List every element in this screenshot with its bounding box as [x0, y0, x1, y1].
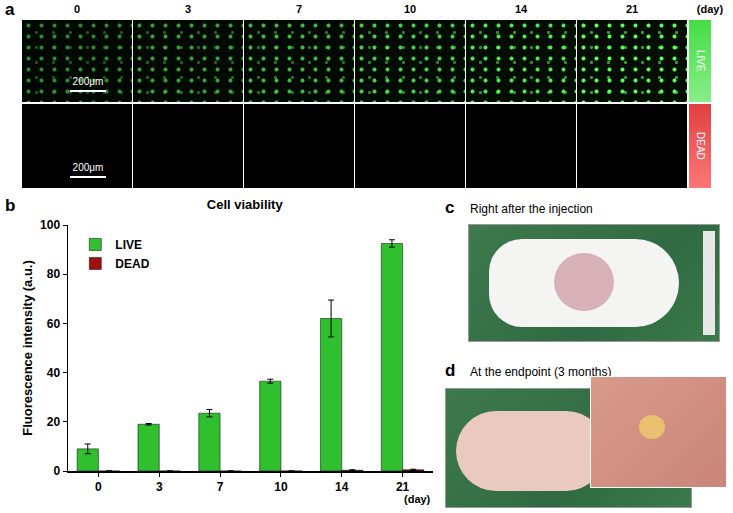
svg-text:14: 14: [335, 480, 349, 494]
html-text:200μm: 200μm: [72, 76, 104, 87]
svg-text:(day): (day): [404, 493, 431, 505]
html-text:d: d: [445, 361, 456, 380]
svg-text:0: 0: [53, 464, 60, 478]
svg-text:40: 40: [47, 366, 61, 380]
html-text:b: b: [5, 196, 16, 215]
html-text:At the endpoint (3 months): At the endpoint (3 months): [470, 365, 612, 379]
html-text:a: a: [5, 0, 15, 19]
html-text:21: 21: [625, 3, 639, 15]
html-text:DEAD: DEAD: [694, 132, 706, 160]
html-text:200μm: 200μm: [72, 162, 104, 173]
svg-text:3: 3: [156, 480, 163, 494]
svg-text:21: 21: [396, 480, 410, 494]
svg-text:Fluorescence intensity (a.u.): Fluorescence intensity (a.u.): [20, 260, 35, 436]
svg-text:7: 7: [217, 480, 224, 494]
svg-text:Cell viability: Cell viability: [207, 197, 284, 212]
html-text:LIVE: LIVE: [694, 50, 706, 72]
svg-text:80: 80: [47, 267, 61, 281]
svg-text:0: 0: [95, 480, 102, 494]
svg-text:10: 10: [274, 480, 288, 494]
html-text:3: 3: [184, 3, 192, 15]
html-text:Right after the injection: Right after the injection: [470, 202, 593, 216]
html-text:0: 0: [73, 3, 81, 15]
html-text:(day): (day): [696, 3, 724, 15]
svg-text:DEAD: DEAD: [115, 257, 149, 271]
html-text:14: 14: [514, 3, 528, 15]
svg-text:LIVE: LIVE: [115, 238, 142, 252]
svg-text:20: 20: [47, 415, 61, 429]
html-text:10: 10: [403, 3, 417, 15]
html-text:c: c: [445, 198, 455, 217]
html-text:7: 7: [295, 3, 303, 15]
svg-text:100: 100: [40, 218, 60, 232]
svg-text:60: 60: [47, 317, 61, 331]
